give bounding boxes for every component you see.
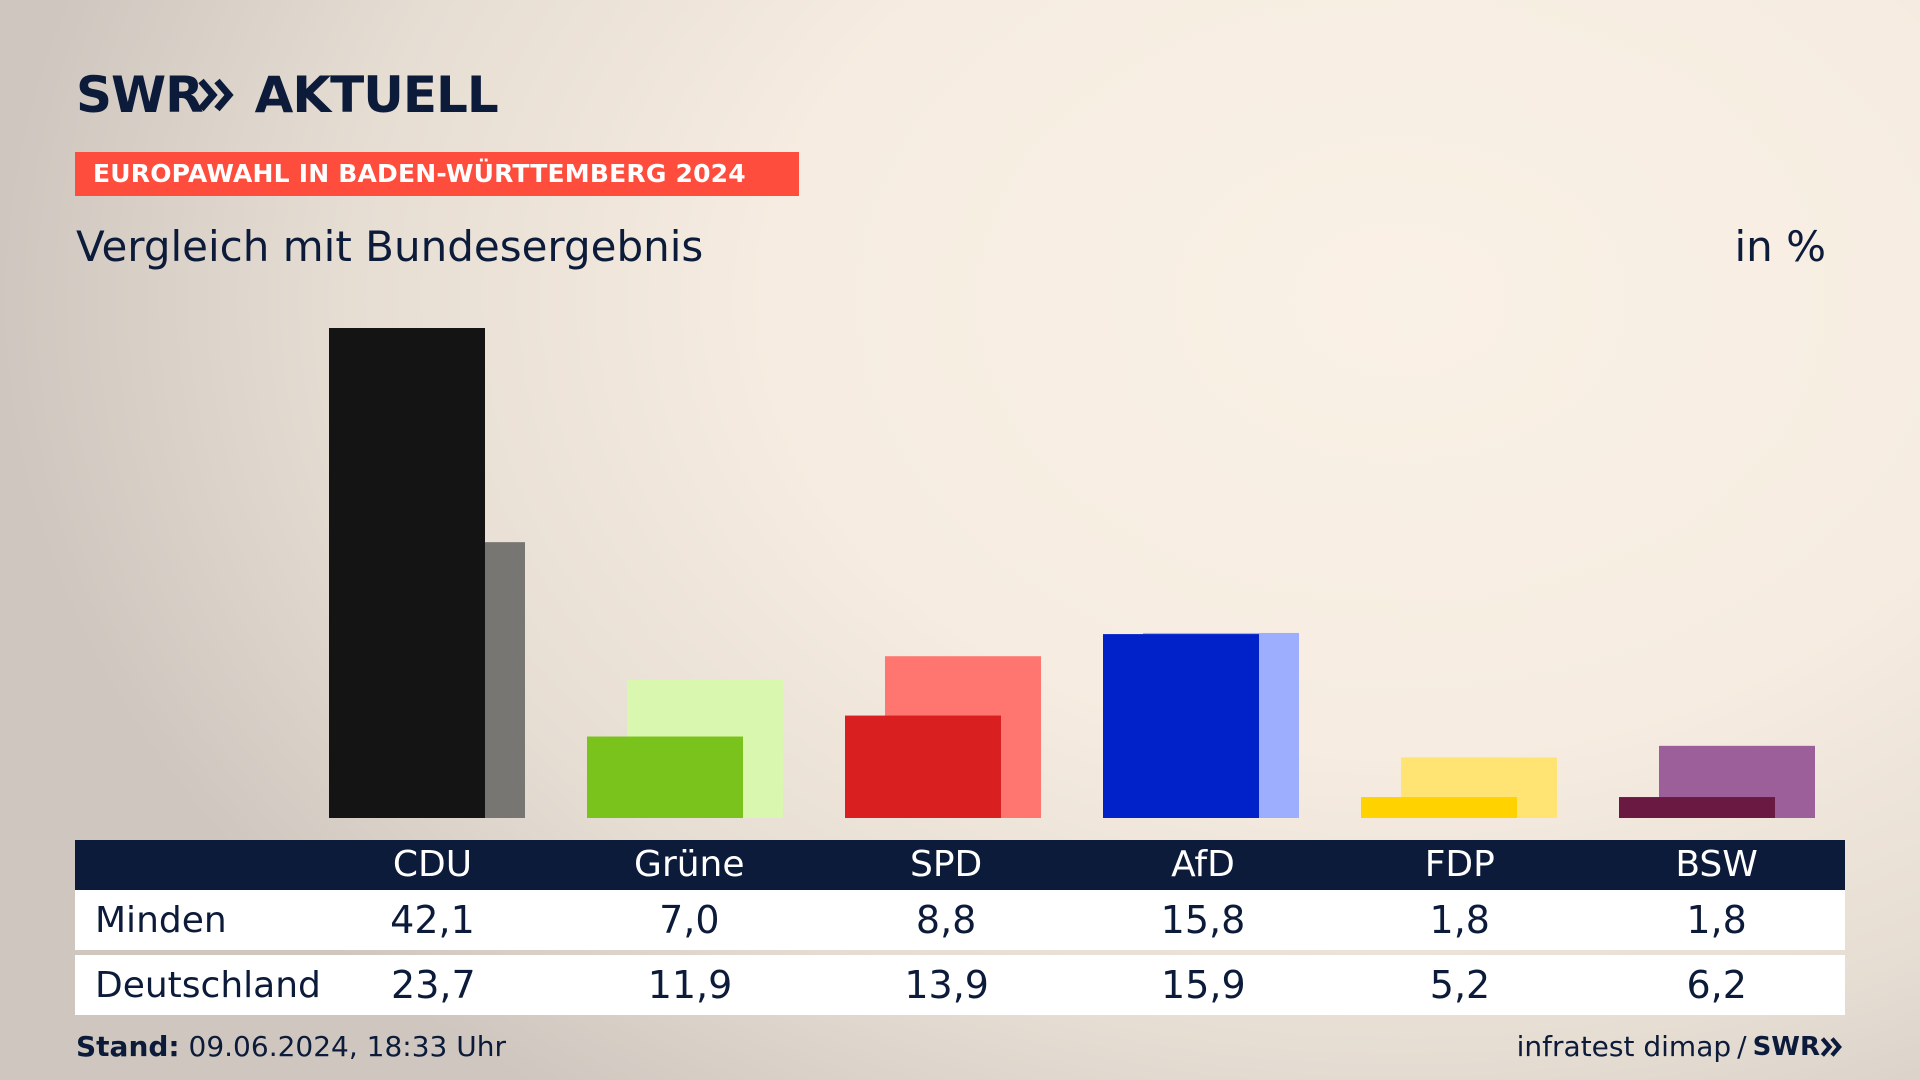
stand-value: 09.06.2024, 18:33 Uhr <box>188 1030 506 1063</box>
value-cell: 15,8 <box>1160 898 1246 942</box>
source-credit: infratest dimap / SWR <box>1517 1030 1844 1063</box>
value-cell: 1,8 <box>1686 898 1747 942</box>
source-text: infratest dimap <box>1516 1030 1732 1063</box>
value-cell: 6,2 <box>1686 963 1747 1007</box>
party-header: Grüne <box>634 844 745 885</box>
table-header: CDU Grüne SPD AfD FDP BSW <box>75 840 1845 890</box>
swr-mini-logo: SWR <box>1753 1032 1844 1062</box>
row-label: Deutschland <box>95 964 321 1006</box>
swr-aktuell-logo: SWR AKTUELL <box>76 66 499 124</box>
value-cell: 7,0 <box>659 898 720 942</box>
chart-subtitle: Vergleich mit Bundesergebnis <box>76 222 704 271</box>
logo-swr-text: SWR <box>76 66 204 124</box>
table-header-spacer <box>75 840 304 890</box>
bar-minden-afd <box>1103 634 1259 818</box>
value-cell: 1,8 <box>1429 898 1490 942</box>
value-cell: 8,8 <box>915 898 977 942</box>
bar-minden-fdp <box>1361 797 1517 818</box>
party-header: BSW <box>1675 844 1758 885</box>
logo-aktuell-text: AKTUELL <box>254 66 499 124</box>
source-separator: / <box>1737 1030 1747 1063</box>
results-table: CDU Grüne SPD AfD FDP BSW Minden 42,1 7,… <box>75 840 1845 1015</box>
value-cell: 15,9 <box>1161 963 1246 1007</box>
chevron-double-right-icon <box>1820 1036 1842 1057</box>
table-row-deutschland: Deutschland 23,7 11,9 13,9 15,9 5,2 6,2 <box>75 955 1845 1015</box>
timestamp: Stand: 09.06.2024, 18:33 Uhr <box>76 1030 506 1063</box>
row-label: Minden <box>95 899 227 941</box>
bar-minden-grüne <box>587 736 743 818</box>
value-cell: 23,7 <box>391 963 476 1007</box>
bar-minden-bsw <box>1619 797 1775 818</box>
table-row-minden: Minden 42,1 7,0 8,8 15,8 1,8 1,8 <box>75 890 1845 950</box>
party-header: FDP <box>1424 844 1495 885</box>
value-cell: 13,9 <box>904 963 989 1007</box>
unit-label: in % <box>1734 222 1826 271</box>
bar-minden-cdu <box>329 328 485 818</box>
bar-chart <box>329 328 1815 818</box>
party-header: SPD <box>909 844 983 885</box>
value-cell: 42,1 <box>390 898 475 942</box>
party-header: AfD <box>1171 844 1235 885</box>
chevron-double-right-icon <box>198 78 234 112</box>
value-cell: 11,9 <box>647 963 733 1007</box>
party-header: CDU <box>392 844 473 885</box>
mini-logo-text: SWR <box>1752 1031 1820 1062</box>
bar-minden-spd <box>845 715 1001 818</box>
value-cell: 5,2 <box>1429 963 1491 1007</box>
stand-label: Stand: <box>76 1030 180 1063</box>
election-banner: EUROPAWAHL IN BADEN-WÜRTTEMBERG 2024 <box>75 152 799 196</box>
